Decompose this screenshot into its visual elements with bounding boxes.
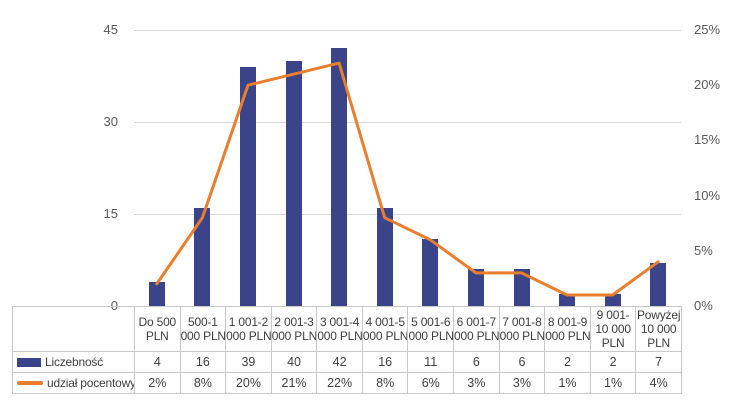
count-value-cell: 42	[316, 351, 363, 373]
grid-line	[134, 122, 681, 123]
bar	[285, 60, 302, 306]
category-header-cell: 500-1 000 PLN	[179, 306, 227, 352]
table-header-row: Do 500 PLN 500-1 000 PLN 1 001-2 000 PLN 2 …	[12, 306, 682, 352]
category-header-cell: 3 001-4 000 PLN	[316, 306, 363, 352]
count-value-cell: 2	[589, 351, 637, 373]
category-header-cell: 8 001-9 000 PLN	[544, 306, 591, 352]
line-series	[155, 61, 660, 297]
percent-value-cell: 1%	[544, 372, 591, 394]
bar	[650, 263, 667, 306]
bar	[376, 207, 393, 306]
count-value-cell: 16	[179, 351, 227, 373]
count-value-cell: 7	[635, 351, 682, 373]
right-axis-tick-label: 20%	[694, 77, 721, 93]
legend-entry: udział pocentowy	[14, 376, 135, 390]
legend-header-spacer	[12, 306, 135, 352]
right-axis-tick-label: 15%	[694, 132, 721, 148]
bar-series-swatch-icon	[17, 357, 41, 367]
category-header-cell: 5 001-6 000 PLN	[407, 306, 455, 352]
bar	[422, 238, 439, 306]
grid-line	[134, 30, 681, 31]
bar	[148, 281, 165, 306]
count-value-cell: 2	[544, 351, 591, 373]
category-header-cell: 2 001-3 000 PLN	[270, 306, 318, 352]
count-value-cell: 11	[407, 351, 455, 373]
bar	[240, 66, 256, 306]
percent-value-cell: 8%	[179, 372, 227, 394]
left-axis-tick-label: 0	[110, 298, 118, 313]
right-axis-tick-label: 0%	[694, 298, 713, 313]
percent-value-cell: 1%	[589, 372, 637, 394]
legend-series-label: Liczebność	[45, 355, 104, 369]
percent-value-cell: 6%	[407, 372, 455, 394]
bar	[604, 293, 621, 306]
category-header-cell: 9 001- 10 000 PLN	[589, 306, 637, 352]
grid-line	[134, 214, 681, 215]
category-header-cell: 6 001-7 000 PLN	[453, 306, 500, 352]
left-axis-tick-label: 15	[103, 206, 118, 221]
percent-value-cell: 2%	[134, 372, 181, 394]
bar	[194, 207, 211, 306]
percent-value-cell: 8%	[361, 372, 409, 394]
percent-value-cell: 20%	[225, 372, 272, 394]
percent-value-cell: 22%	[316, 372, 363, 394]
percent-value-cell: 3%	[498, 372, 546, 394]
bar	[467, 269, 484, 306]
bar	[331, 48, 348, 306]
legend-cell: Liczebność	[12, 351, 135, 373]
table-row: Liczebność 4 16 39 40 42 16 11 6 6 2 2 7	[12, 351, 682, 373]
count-value-cell: 16	[361, 351, 409, 373]
line-series-swatch-icon	[17, 381, 43, 385]
left-axis-tick-label: 45	[103, 22, 118, 37]
left-axis-tick-label: 30	[103, 114, 118, 129]
count-value-cell: 6	[498, 351, 546, 373]
percentage-line	[155, 61, 660, 297]
bar	[513, 269, 530, 306]
bar	[559, 293, 575, 306]
category-header-cell: Do 500 PLN	[134, 306, 181, 352]
percent-value-cell: 4%	[635, 372, 682, 394]
table-row: udział pocentowy 2% 8% 20% 21% 22% 8% 6% 3% 3% 1% 1…	[12, 372, 682, 394]
category-header-cell: 1 001-2 000 PLN	[225, 306, 272, 352]
data-table: Do 500 PLN 500-1 000 PLN 1 001-2 000 PLN 2 …	[12, 306, 682, 394]
count-value-cell: 6	[453, 351, 500, 373]
percent-value-cell: 21%	[270, 372, 318, 394]
legend-cell: udział pocentowy	[12, 372, 135, 394]
count-value-cell: 39	[225, 351, 272, 373]
right-axis-tick-label: 10%	[694, 187, 721, 203]
count-value-cell: 40	[270, 351, 318, 373]
count-value-cell: 4	[134, 351, 181, 373]
percent-value-cell: 3%	[453, 372, 500, 394]
right-axis-tick-label: 25%	[694, 22, 721, 37]
category-header-cell: 4 001-5 000 PLN	[361, 306, 409, 352]
legend-series-label: udział pocentowy	[47, 376, 135, 390]
legend-entry: Liczebność	[14, 355, 134, 369]
category-header-cell: Powyżej 10 000 PLN	[635, 306, 682, 352]
category-header-cell: 7 001-8 000 PLN	[498, 306, 546, 352]
right-axis-tick-label: 5%	[694, 242, 713, 258]
